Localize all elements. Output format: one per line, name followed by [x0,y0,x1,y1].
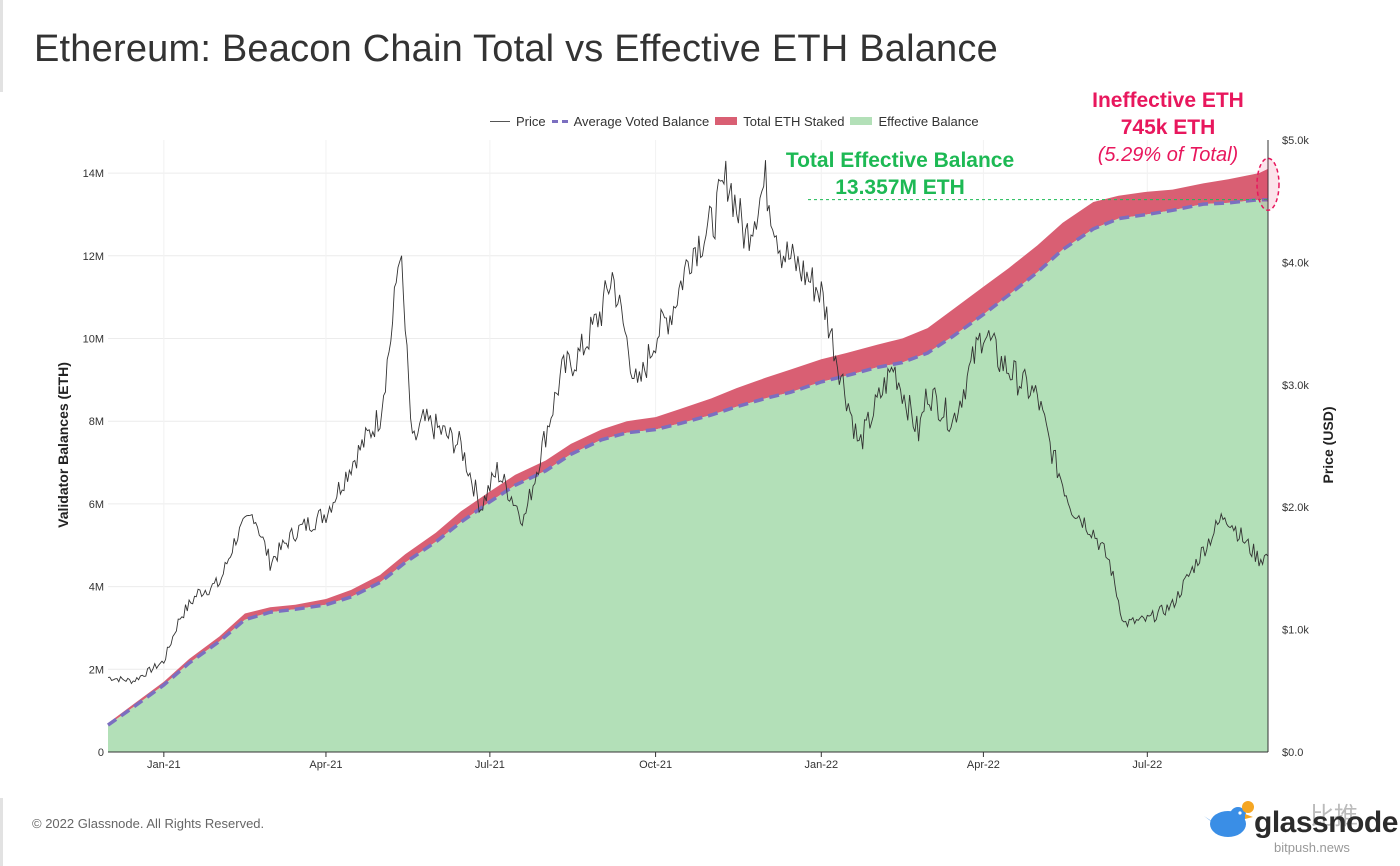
logo-wordmark: glassnode [1254,806,1398,839]
y2-tick-label: $4.0k [1282,257,1309,269]
x-tick-label: Jan-21 [147,759,181,771]
legend-swatch-price [490,120,510,122]
total-eth-staked-band [108,168,1268,726]
y2-tick-label: $2.0k [1282,502,1309,514]
legend-label-price: Price [516,113,546,129]
ineffective-highlight-ellipse [1256,157,1280,212]
x-tick-label: Jul-22 [1132,759,1162,771]
logo-subtext: bitpush.news [1274,840,1350,855]
effective-balance-area [108,199,1268,752]
y-tick-label: 12M [83,251,104,263]
bird-icon [1204,801,1254,837]
legend: Price Average Voted Balance Total ETH St… [490,112,985,130]
legend-label-total-eth-staked: Total ETH Staked [743,113,845,129]
legend-item-average-voted-balance[interactable]: Average Voted Balance [551,113,710,129]
left-edge-rule [0,0,3,92]
price-series [107,160,1269,685]
y2-tick-label: $0.0 [1282,747,1303,759]
chart-title: Ethereum: Beacon Chain Total vs Effectiv… [34,28,998,70]
x-tick-label: Apr-22 [967,759,1000,771]
legend-swatch-effective-balance [850,117,873,125]
x-tick-label: Jan-22 [804,759,838,771]
average-voted-balance-line [106,197,1268,727]
y-tick-label: 4M [89,582,104,594]
legend-item-price[interactable]: Price [490,114,546,129]
y2-tick-label: $3.0k [1282,380,1309,392]
legend-label-average-voted-balance: Average Voted Balance [573,113,710,129]
y2-axis-label: Price (USD) [1320,406,1336,483]
ineffective-annotation-line2: 745k ETH [1121,116,1216,139]
legend-swatch-total-eth-staked [715,117,738,125]
copyright-footer: © 2022 Glassnode. All Rights Reserved. [32,816,265,831]
axes: 0 2M 4M 6M 8M 10M 12M 14M $0.0 $1.0k $2.0k $3.0k $4.… [83,135,1310,771]
y-tick-label: 14M [83,168,104,180]
x-tick-label: Jul-21 [475,759,505,771]
glassnode-logo[interactable]: 比推 glassnode bitpush.news [1200,796,1398,862]
effective-annotation-line1: Total Effective Balance [786,149,1014,172]
legend-swatch-average-voted-balance [551,119,568,123]
y2-tick-label: $5.0k [1282,135,1309,147]
left-edge-rule-bottom [0,798,3,866]
logo-chinese-text: 比推 [1310,803,1358,830]
areas [106,168,1268,752]
y-tick-label: 2M [89,664,104,676]
x-tick-label: Oct-21 [639,759,672,771]
y-axis-label: Validator Balances (ETH) [55,362,71,528]
annotations: Total Effective Balance 13.357M ETH Inef… [786,89,1280,212]
legend-label-effective-balance: Effective Balance [878,113,979,129]
x-tick-label: Apr-21 [309,759,342,771]
ineffective-annotation-line1: Ineffective ETH [1092,89,1244,112]
legend-item-effective-balance[interactable]: Effective Balance [850,113,979,129]
y-tick-label: 10M [83,333,104,345]
effective-annotation-line2: 13.357M ETH [835,176,965,199]
price-line [107,160,1269,685]
y-tick-label: 6M [89,499,104,511]
legend-item-total-eth-staked[interactable]: Total ETH Staked [715,114,844,129]
y2-tick-label: $1.0k [1282,625,1309,637]
y-tick-label: 8M [89,416,104,428]
y-tick-label: 0 [98,747,104,759]
ineffective-annotation-line3: (5.29% of Total) [1098,144,1238,166]
